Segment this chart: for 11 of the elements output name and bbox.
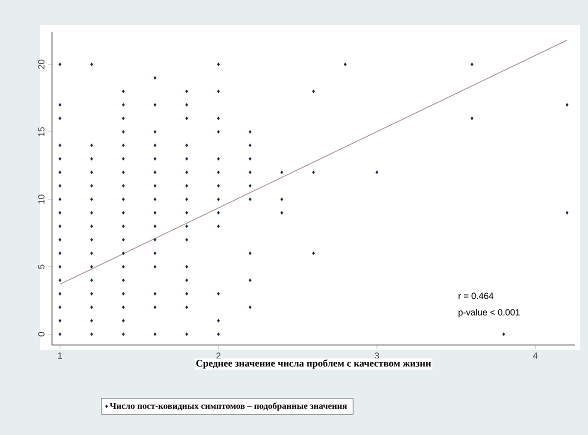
y-tick-label: 0 (38, 332, 44, 336)
y-tick-label: 5 (38, 264, 44, 269)
x-tick-label: 4 (533, 352, 538, 359)
legend-label: Число пост-ковидных симптомов – подобранные значения (110, 402, 347, 411)
x-tick-label: 1 (58, 352, 62, 359)
y-tick-label: 20 (38, 60, 44, 69)
y-tick-label: 15 (38, 127, 44, 136)
annotation: p-value < 0.001 (458, 308, 520, 318)
y-tick-label: 10 (38, 194, 44, 204)
annotation: r = 0.464 (458, 292, 494, 300)
x-axis-title: Среднее значение числа проблем с качеством жизни (196, 359, 431, 369)
